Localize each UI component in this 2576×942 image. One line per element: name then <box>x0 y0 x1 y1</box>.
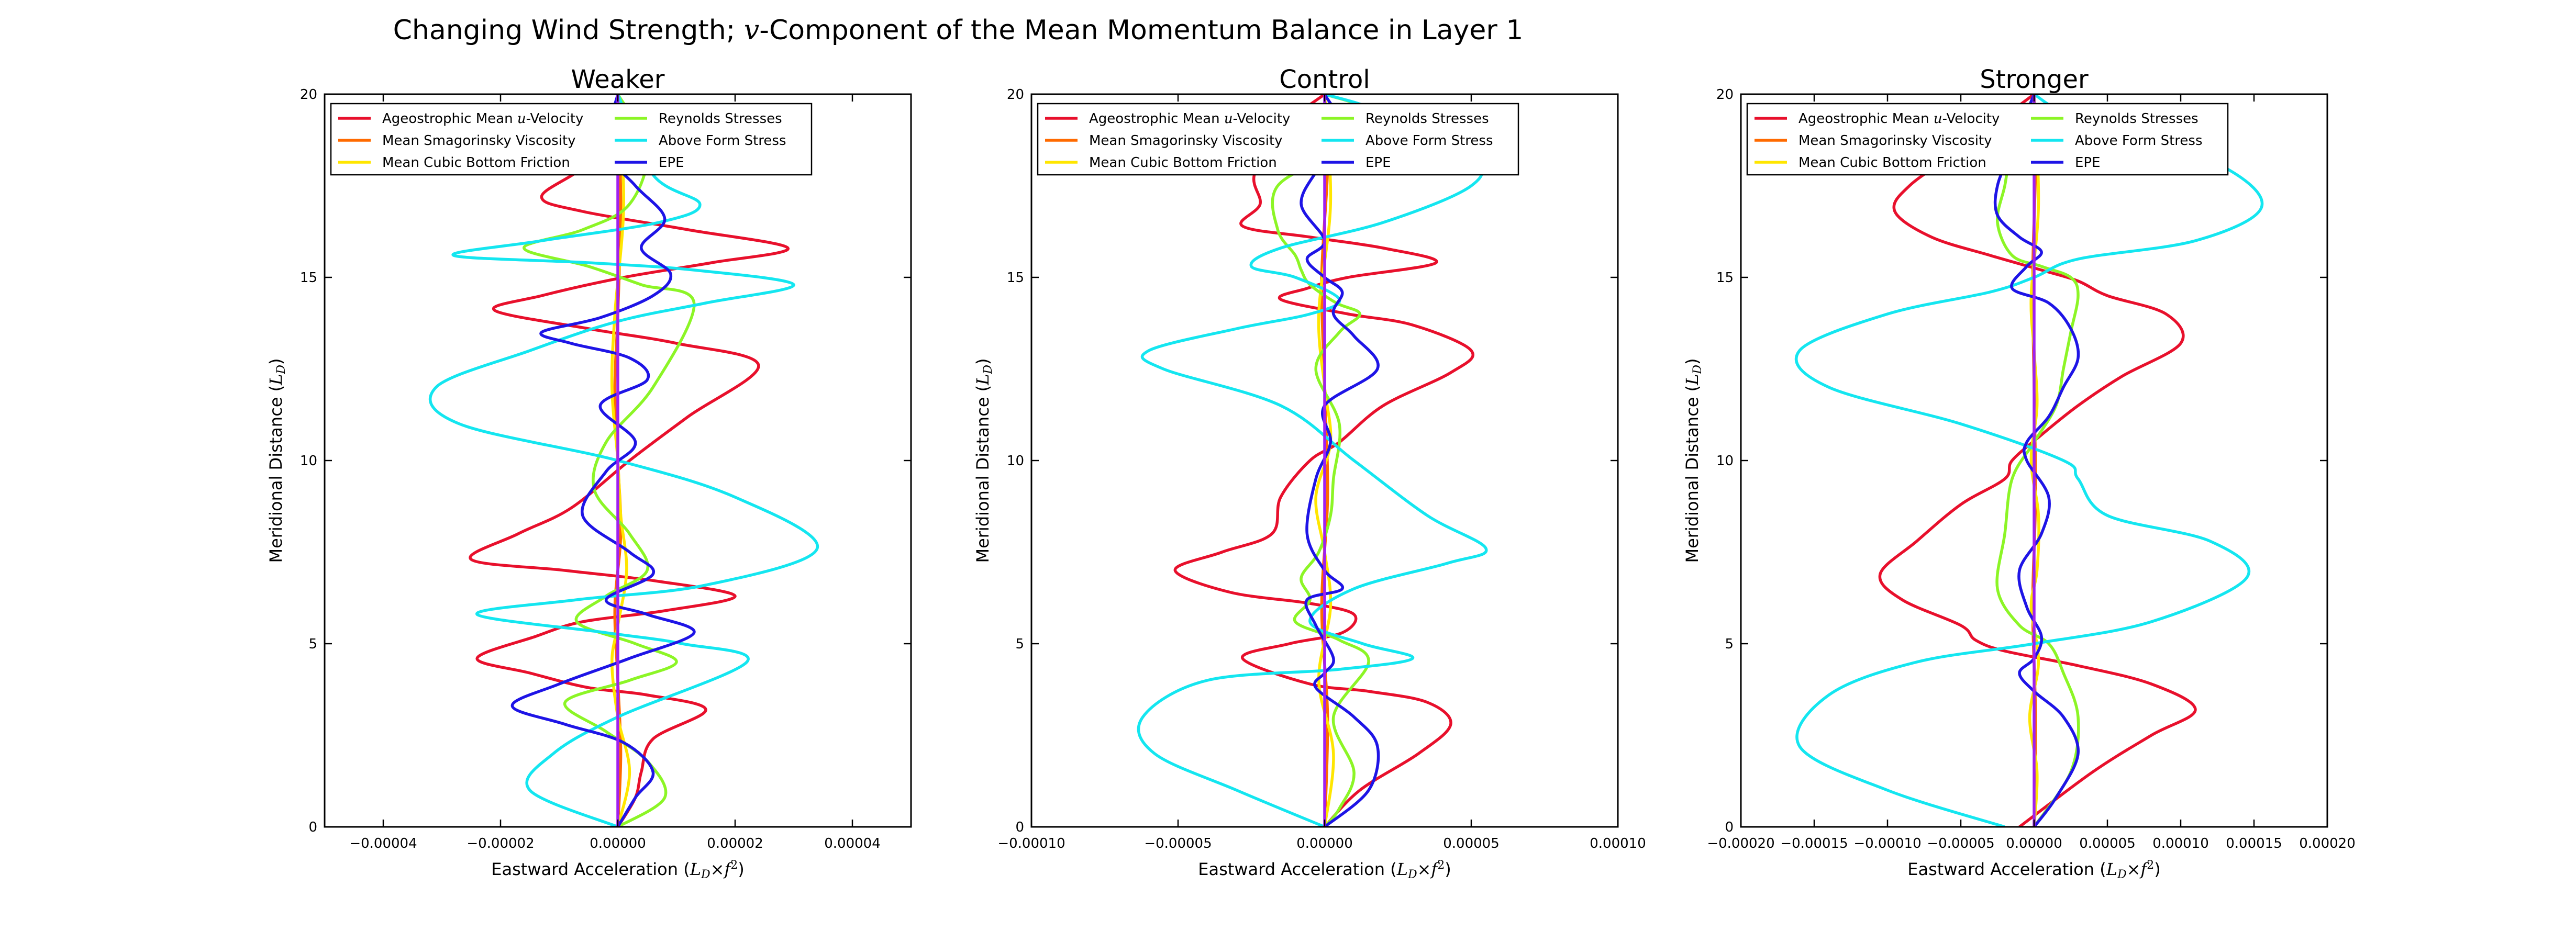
y-tick-label: 15 <box>1716 270 1734 286</box>
x-tick-label: 0.00015 <box>2226 836 2282 851</box>
legend-label-reynolds-stresses: Reynolds Stresses <box>2075 111 2199 127</box>
x-tick-label: −0.00015 <box>1780 836 1848 851</box>
y-tick-label: 20 <box>300 87 317 103</box>
legend-box <box>1037 103 1519 176</box>
legend: Ageostrophic Mean u-Velocity Mean Smagori… <box>1746 103 2229 176</box>
x-tick-label: 0.00020 <box>2299 836 2356 851</box>
legend-label-reynolds-stresses: Reynolds Stresses <box>1365 111 1489 127</box>
x-tick-label: 0.00010 <box>1590 836 1646 851</box>
y-tick-label: 0 <box>1725 820 1734 835</box>
figure-title-suffix: -Component of the Mean Momentum Balance … <box>759 15 1523 46</box>
x-tick-label: 0.00010 <box>2152 836 2209 851</box>
x-tick-label: −0.00004 <box>349 836 417 851</box>
y-tick-label: 5 <box>1015 636 1024 652</box>
series-line-epe <box>1993 94 2080 827</box>
y-tick-label: 15 <box>300 270 317 286</box>
panel-title: Control <box>1279 65 1370 94</box>
series-line-ageostrophic-mean-u-velocity <box>1173 94 1474 827</box>
y-tick-label: 0 <box>308 820 317 835</box>
x-axis-label: Eastward Acceleration (LD×f2) <box>491 859 744 881</box>
series-line-epe <box>510 94 696 827</box>
series-line-above-form-stress <box>1795 94 2264 827</box>
x-tick-label: −0.00020 <box>1707 836 1774 851</box>
series-line-above-form-stress <box>1137 94 1488 827</box>
legend-label-ageostrophic-mean-u-velocity: Ageostrophic Mean u-Velocity <box>1089 111 1290 127</box>
legend-label-epe: EPE <box>1365 155 1391 171</box>
legend-label-ageostrophic-mean-u-velocity: Ageostrophic Mean u-Velocity <box>382 111 583 127</box>
legend-label-ageostrophic-mean-u-velocity: Ageostrophic Mean u-Velocity <box>1798 111 2000 127</box>
x-tick-label: 0.00005 <box>1443 836 1500 851</box>
y-tick-label: 20 <box>1007 87 1024 103</box>
legend-box <box>1746 103 2229 176</box>
panel-control: −0.00010 −0.00005 0.00000 0.00005 0.00010 0 5 1… <box>973 65 1646 881</box>
x-tick-label: −0.00005 <box>1927 836 1994 851</box>
panel-weaker: −0.00004 −0.00002 0.00000 0.00002 0.00004 0 5 1… <box>266 65 912 881</box>
x-tick-label: −0.00010 <box>1853 836 1921 851</box>
series-line-reynolds-stresses <box>1995 94 2080 827</box>
legend-label-mean-smagorinsky-viscosity: Mean Smagorinsky Viscosity <box>1089 133 1283 149</box>
y-axis-label: Meridional Distance (LD) <box>973 358 995 563</box>
y-tick-label: 15 <box>1007 270 1024 286</box>
x-tick-label: 0.00000 <box>590 836 646 851</box>
legend-label-reynolds-stresses: Reynolds Stresses <box>659 111 782 127</box>
x-tick-label: −0.00010 <box>997 836 1065 851</box>
y-tick-label: 10 <box>1007 453 1024 469</box>
y-axis-label: Meridional Distance (LD) <box>266 358 288 563</box>
y-tick-label: 20 <box>1716 87 1734 103</box>
legend: Ageostrophic Mean u-Velocity Mean Smagori… <box>1037 103 1519 176</box>
x-tick-label: 0.00000 <box>2006 836 2062 851</box>
legend-label-above-form-stress: Above Form Stress <box>659 133 786 149</box>
legend-label-mean-smagorinsky-viscosity: Mean Smagorinsky Viscosity <box>382 133 576 149</box>
y-tick-label: 5 <box>1725 636 1734 652</box>
panel-title: Stronger <box>1980 65 2089 94</box>
x-axis-label: Eastward Acceleration (LD×f2) <box>1198 859 1451 881</box>
figure-title-variable: v <box>744 15 759 46</box>
x-tick-label: 0.00004 <box>824 836 881 851</box>
series-lines <box>429 94 819 827</box>
y-tick-label: 10 <box>1716 453 1734 469</box>
x-tick-label: −0.00005 <box>1144 836 1212 851</box>
x-tick-label: 0.00005 <box>2079 836 2136 851</box>
panel-stronger: −0.00020 −0.00015 −0.00010 −0.00005 0.00000 0… <box>1682 65 2356 881</box>
legend-label-epe: EPE <box>659 155 684 171</box>
legend-box <box>330 103 813 176</box>
series-line-mean-cubic-bottom-friction <box>1314 94 1335 827</box>
figure-title-prefix: Changing Wind Strength; <box>393 15 744 46</box>
series-lines <box>1795 94 2264 827</box>
legend-label-mean-cubic-bottom-friction: Mean Cubic Bottom Friction <box>382 155 570 171</box>
legend-label-above-form-stress: Above Form Stress <box>1365 133 1493 149</box>
y-tick-label: 10 <box>300 453 317 469</box>
y-axis-label: Meridional Distance (LD) <box>1682 358 1704 563</box>
series-line-above-form-stress <box>429 94 819 827</box>
legend-label-above-form-stress: Above Form Stress <box>2075 133 2203 149</box>
legend-label-mean-cubic-bottom-friction: Mean Cubic Bottom Friction <box>1798 155 1986 171</box>
x-tick-label: 0.00002 <box>707 836 763 851</box>
panel-title: Weaker <box>571 65 665 94</box>
legend-label-epe: EPE <box>2075 155 2101 171</box>
series-line-reynolds-stresses <box>1271 94 1371 827</box>
series-line-ageostrophic-mean-u-velocity <box>469 94 790 827</box>
legend: Ageostrophic Mean u-Velocity Mean Smagori… <box>330 103 813 176</box>
legend-label-mean-smagorinsky-viscosity: Mean Smagorinsky Viscosity <box>1798 133 1992 149</box>
series-lines <box>1137 94 1488 827</box>
series-line-ageostrophic-mean-u-velocity <box>1878 94 2197 827</box>
figure-title: Changing Wind Strength; v-Component of t… <box>393 15 1524 46</box>
legend-label-mean-cubic-bottom-friction: Mean Cubic Bottom Friction <box>1089 155 1277 171</box>
x-tick-label: 0.00000 <box>1296 836 1353 851</box>
y-tick-label: 0 <box>1015 820 1024 835</box>
y-tick-label: 5 <box>308 636 317 652</box>
x-tick-label: −0.00002 <box>467 836 534 851</box>
x-axis-label: Eastward Acceleration (LD×f2) <box>1907 859 2160 881</box>
chart-panels: −0.00004 −0.00002 0.00000 0.00002 0.00004 0 5 1… <box>266 65 2356 881</box>
